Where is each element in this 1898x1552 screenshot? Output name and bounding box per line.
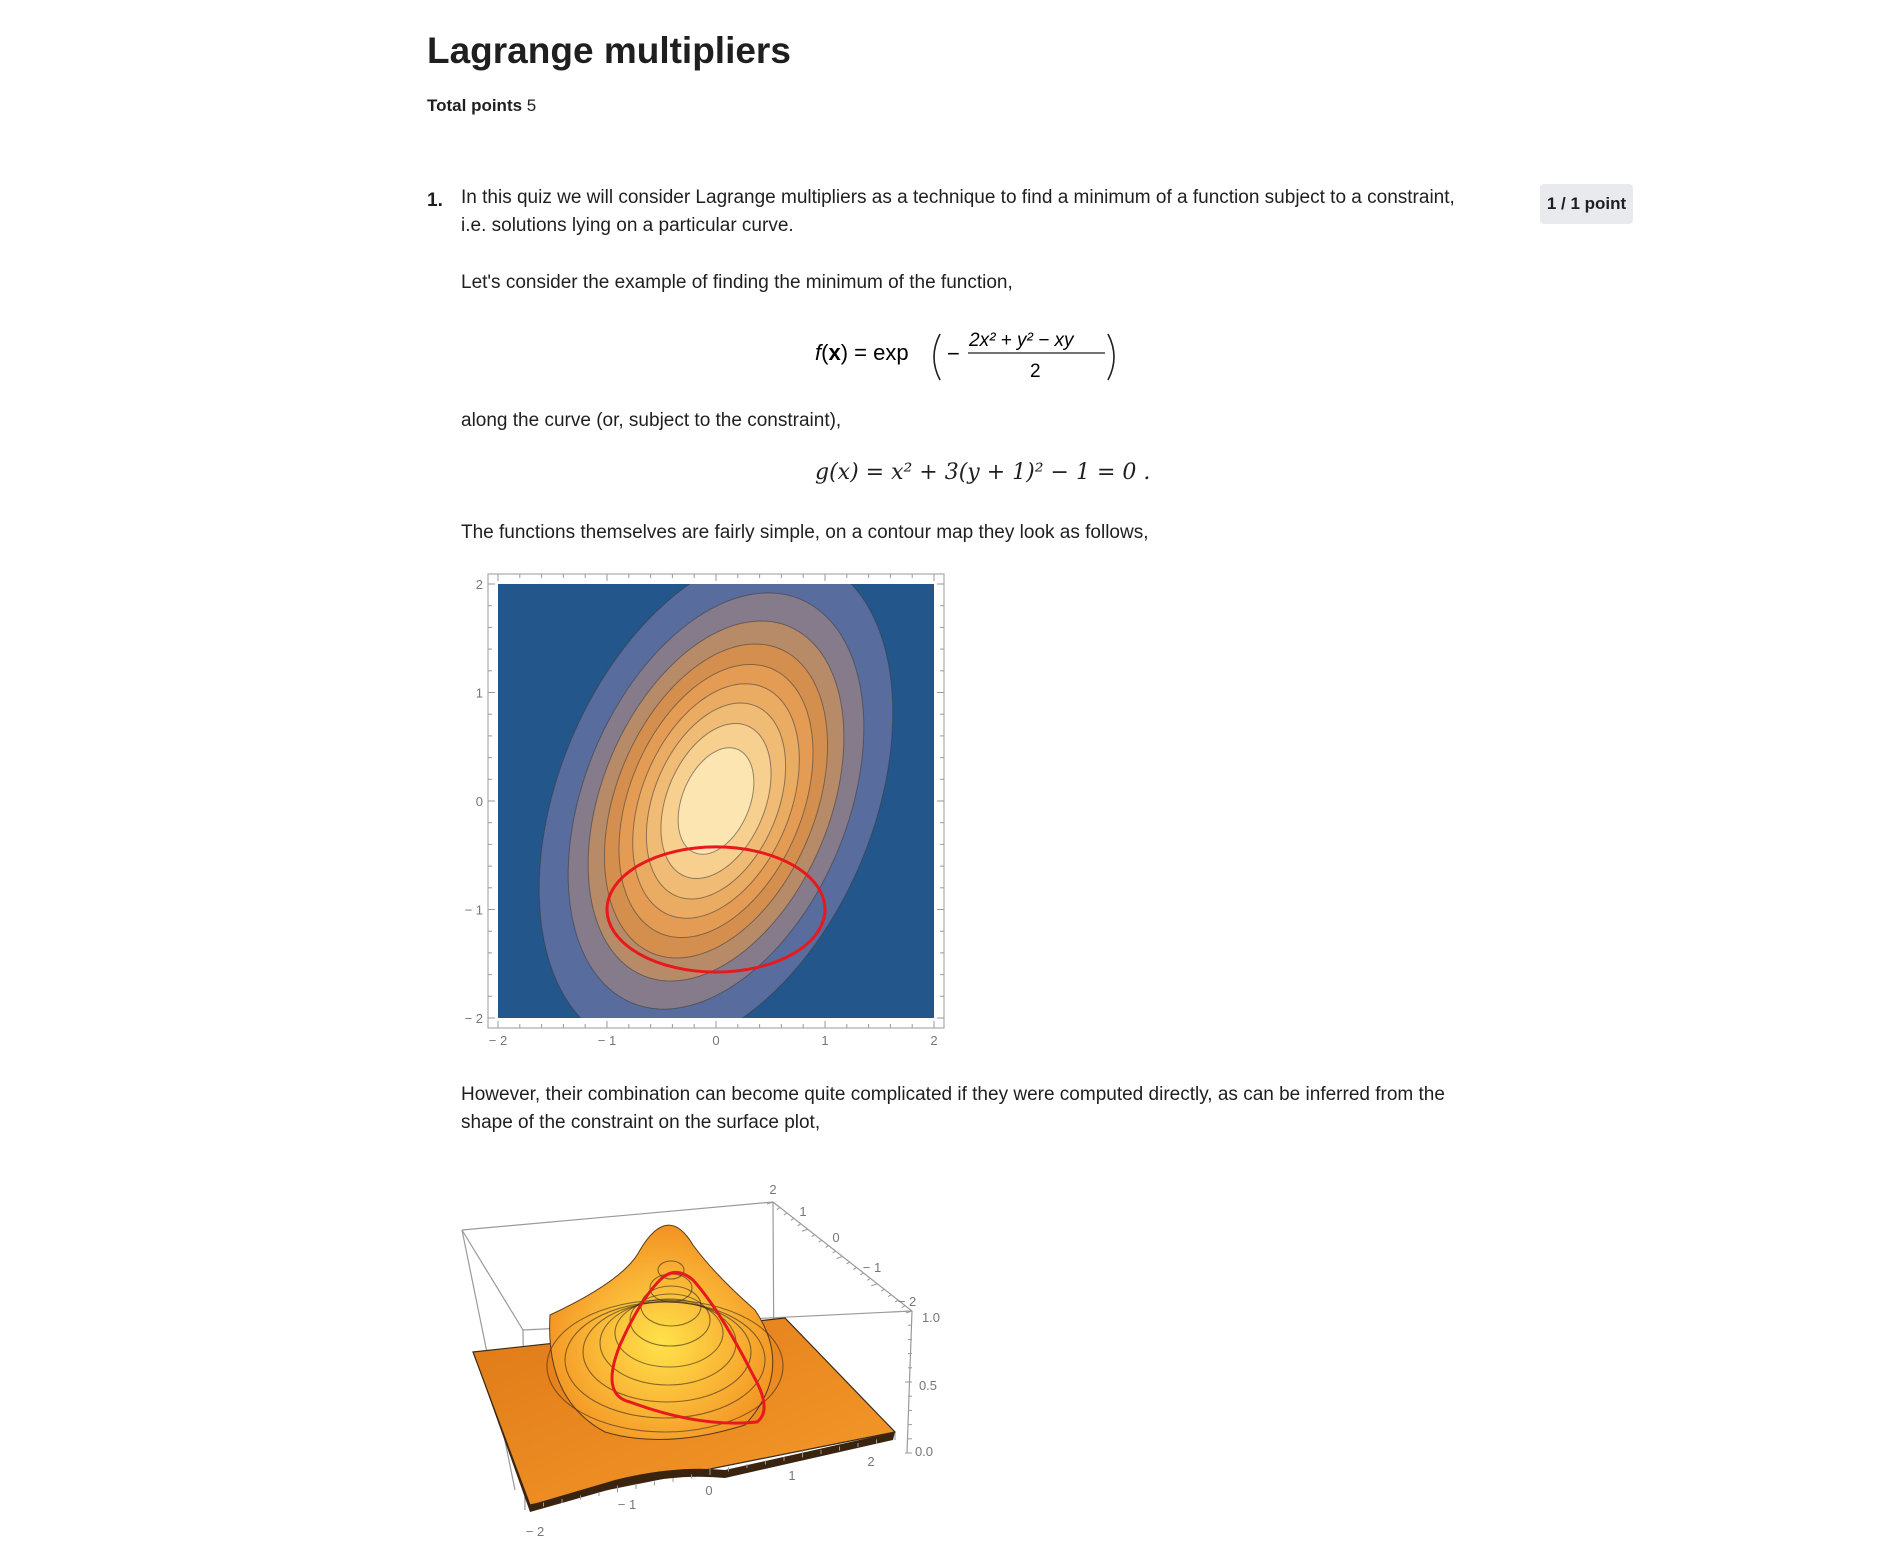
x-tick-label: − 2 [489,1033,507,1048]
surface-y-tick-label: 2 [769,1182,776,1197]
surface-z-tick-label: 0.5 [919,1378,937,1393]
x-tick-label: 0 [712,1033,719,1048]
y-tick-label: − 2 [465,1011,483,1026]
question-number: 1. [427,190,443,211]
contour-ticks [488,574,944,1028]
x-tick-label: 1 [821,1033,828,1048]
question-paragraph-2: Let's consider the example of finding th… [461,272,1013,293]
total-points-label: Total points [427,96,523,115]
surface-x-tick-label: − 2 [526,1524,544,1539]
x-tick-label: − 1 [598,1033,616,1048]
contour-level-0.9 [677,747,755,855]
constraint-curve [605,845,827,974]
surface-y-tick-label: − 2 [898,1294,916,1309]
surface-y-tick-label: 0 [832,1230,839,1245]
score-badge: 1 / 1 point [1540,184,1633,224]
surface-y-tick-label: − 1 [863,1260,881,1275]
x-tick-label: 2 [930,1033,937,1048]
question-paragraph-5: However, their combination can become qu… [461,1084,1445,1133]
svg-text:f(x) = exp: f(x) = exp [815,340,909,365]
equation-f: f(x) = exp − 2x² + y² − xy 2 [815,320,1135,384]
equation-f-numerator: 2x² + y² − xy [968,330,1075,351]
surface-z-tick-label: 0.0 [915,1444,933,1459]
equation-g: g(x) = x² + 3(y + 1)² − 1 = 0 . [815,460,1155,492]
surface-plot-svg: − 2 − 1 0 1 2 2 1 0 − 1 − 2 1.0 0.5 0.0 [461,1182,940,1539]
y-tick-label: 0 [476,794,483,809]
question-paragraph-3: along the curve (or, subject to the cons… [461,410,842,431]
contour-plot-svg: − 2 − 1 0 1 2 2 1 0 − 1 − 2 [465,573,945,1048]
total-points: Total points 5 [427,96,536,116]
surface-constraint-curve [610,1271,766,1425]
contour-levels [538,584,894,1018]
total-points-value: 5 [526,96,537,115]
question-paragraph-1: In this quiz we will consider Lagrange m… [461,187,1455,236]
equation-f-denominator: 2 [1030,361,1041,382]
surface-x-tick-label: − 1 [618,1497,636,1512]
equation-g-text: g(x) = x² + 3(y + 1)² − 1 = 0 . [815,460,1151,485]
page-title: Lagrange multipliers [427,30,791,71]
surface-x-tick-label: 2 [867,1454,874,1469]
surface-y-tick-label: 1 [799,1204,806,1219]
contour-plot: − 2 − 1 0 1 2 2 1 0 − 1 − 2 [455,568,955,1048]
question-paragraph-4: The functions themselves are fairly simp… [461,522,1149,543]
equation-f-render: f(x) = exp − 2x² + y² − xy 2 [815,330,1115,382]
y-tick-label: − 1 [465,903,483,918]
surface-x-tick-label: 1 [788,1468,795,1483]
svg-text:−: − [947,341,960,366]
surface-ticks [524,1201,913,1510]
y-tick-label: 2 [476,577,483,592]
y-tick-label: 1 [476,686,483,701]
surface-x-tick-label: 0 [705,1483,712,1498]
surface-plot: − 2 − 1 0 1 2 2 1 0 − 1 − 2 1.0 0.5 0.0 [455,1170,975,1552]
surface-peak [549,1224,774,1440]
surface-z-tick-label: 1.0 [922,1310,940,1325]
